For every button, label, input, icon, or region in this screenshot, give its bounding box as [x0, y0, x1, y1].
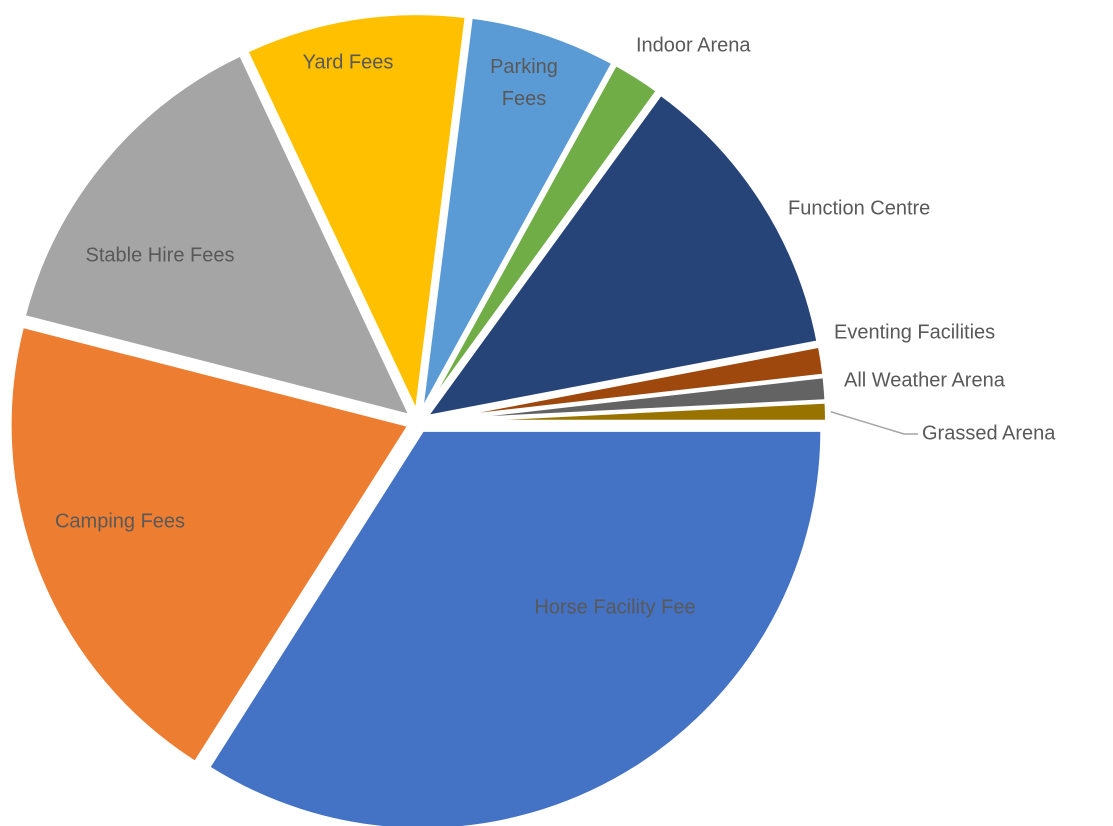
pie-slice — [426, 399, 829, 424]
pie-slice — [7, 323, 413, 766]
pie-slice — [21, 51, 415, 420]
slice-label: Function Centre — [788, 197, 930, 219]
pie-slice — [421, 90, 821, 421]
slice-label: Grassed Arena — [922, 422, 1056, 444]
pie-slice — [418, 14, 617, 415]
leader-line — [830, 411, 918, 435]
slice-label: Horse Facility Fee — [534, 596, 695, 618]
pie-slice — [243, 11, 469, 421]
slice-label: All Weather Arena — [844, 369, 1006, 391]
slice-label: Eventing Facilities — [834, 321, 995, 343]
pie-slice — [205, 427, 825, 826]
slice-label: Yard Fees — [303, 51, 394, 73]
slice-label: Camping Fees — [55, 510, 185, 532]
slice-label: Stable Hire Fees — [86, 244, 235, 266]
slice-label: Parking Fees — [490, 56, 558, 110]
pie-slice — [421, 61, 661, 416]
slice-label: Indoor Arena — [636, 34, 751, 56]
